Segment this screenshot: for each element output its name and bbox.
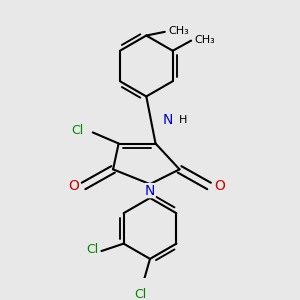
Text: N: N bbox=[162, 113, 173, 127]
Text: CH₃: CH₃ bbox=[195, 35, 215, 45]
Text: O: O bbox=[214, 179, 225, 193]
Text: O: O bbox=[68, 179, 79, 193]
Text: Cl: Cl bbox=[135, 288, 147, 300]
Text: N: N bbox=[145, 184, 155, 198]
Text: Cl: Cl bbox=[86, 243, 98, 256]
Text: H: H bbox=[179, 115, 188, 125]
Text: Cl: Cl bbox=[71, 124, 83, 137]
Text: CH₃: CH₃ bbox=[168, 26, 189, 36]
